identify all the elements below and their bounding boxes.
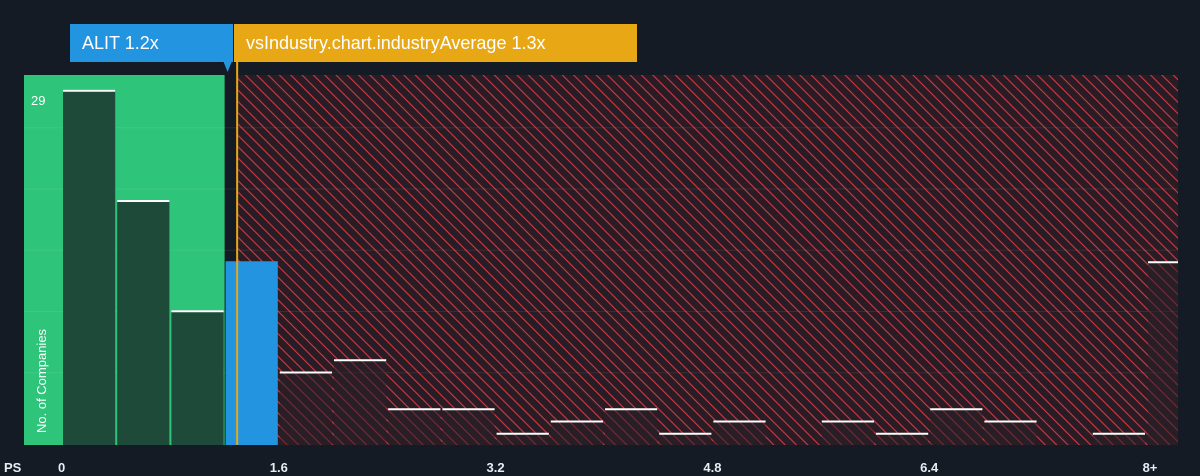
- histogram-bar: [821, 420, 874, 445]
- histogram-bar: [496, 432, 549, 445]
- histogram-bar: [63, 89, 116, 445]
- histogram-bar: [930, 408, 983, 445]
- histogram-bar: [442, 408, 495, 445]
- histogram-bar: [1092, 432, 1145, 445]
- x-tick-label: 6.4: [920, 460, 939, 475]
- overvalued-zone: [238, 75, 1178, 445]
- histogram-bar: [279, 371, 332, 445]
- company-pointer: [223, 62, 232, 72]
- industry-average-badge: vsIndustry.chart.industryAverage 1.3x: [234, 24, 637, 62]
- x-tick-label: 4.8: [703, 460, 721, 475]
- histogram-bar: [1148, 261, 1178, 445]
- x-axis-label: PS: [4, 460, 22, 475]
- y-axis-label: No. of Companies: [34, 328, 49, 433]
- histogram-bar: [550, 420, 603, 445]
- x-tick-label: 1.6: [270, 460, 288, 475]
- x-tick-labels: 0 1.6 3.2 4.8 6.4 8+: [58, 460, 1158, 475]
- histogram-bar: [713, 420, 766, 445]
- histogram-bar: [334, 359, 387, 445]
- histogram-bars: [63, 89, 1178, 445]
- histogram-bar: [171, 310, 224, 445]
- histogram-bar: [388, 408, 441, 445]
- histogram-bar: [605, 408, 658, 445]
- x-tick-label: 8+: [1143, 460, 1158, 475]
- histogram-bar: [117, 200, 170, 445]
- histogram-bar: [225, 261, 278, 445]
- x-tick-label: 3.2: [487, 460, 505, 475]
- histogram-bar: [659, 432, 712, 445]
- y-max-label: 29: [31, 93, 45, 108]
- company-ps-badge: ALIT 1.2x: [70, 24, 233, 62]
- histogram-bar: [984, 420, 1037, 445]
- x-tick-label: 0: [58, 460, 65, 475]
- histogram-bar: [876, 432, 929, 445]
